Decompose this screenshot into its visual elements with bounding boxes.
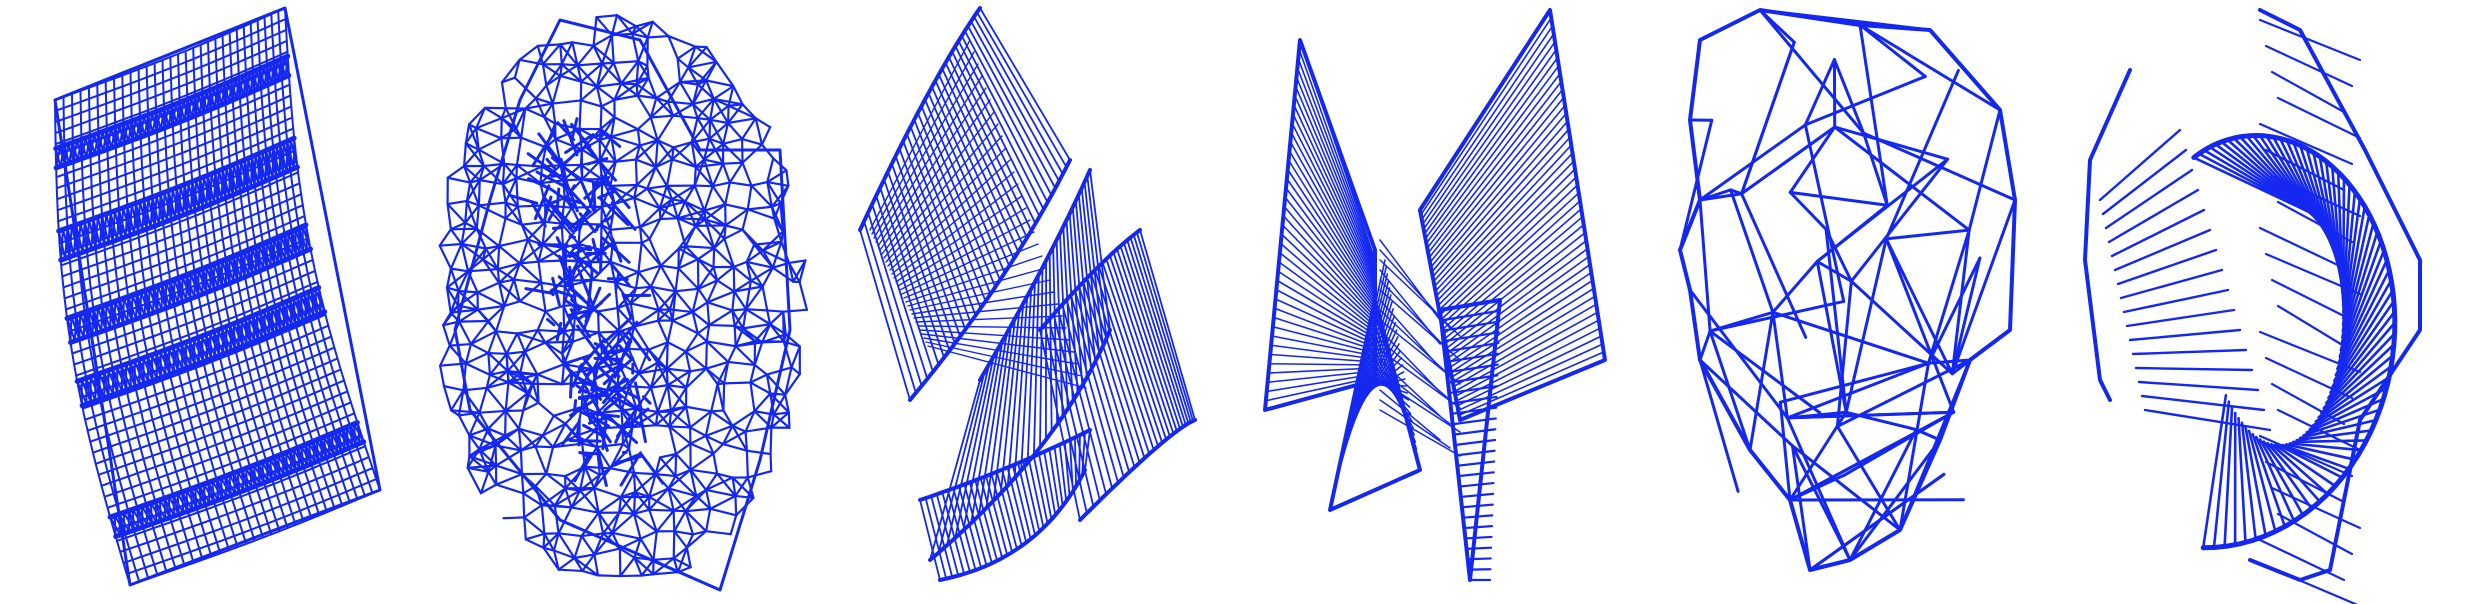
crumpled-mesh-icon bbox=[438, 14, 809, 592]
spiral-ruled-surface-icon bbox=[2083, 8, 2422, 604]
twisted-ruled-surface-icon bbox=[858, 6, 1197, 582]
tangled-wireframe-icon bbox=[1678, 8, 2017, 572]
bowtie-ruled-surface-icon bbox=[1263, 8, 1607, 582]
curved-grid-sheet-icon bbox=[53, 6, 382, 587]
